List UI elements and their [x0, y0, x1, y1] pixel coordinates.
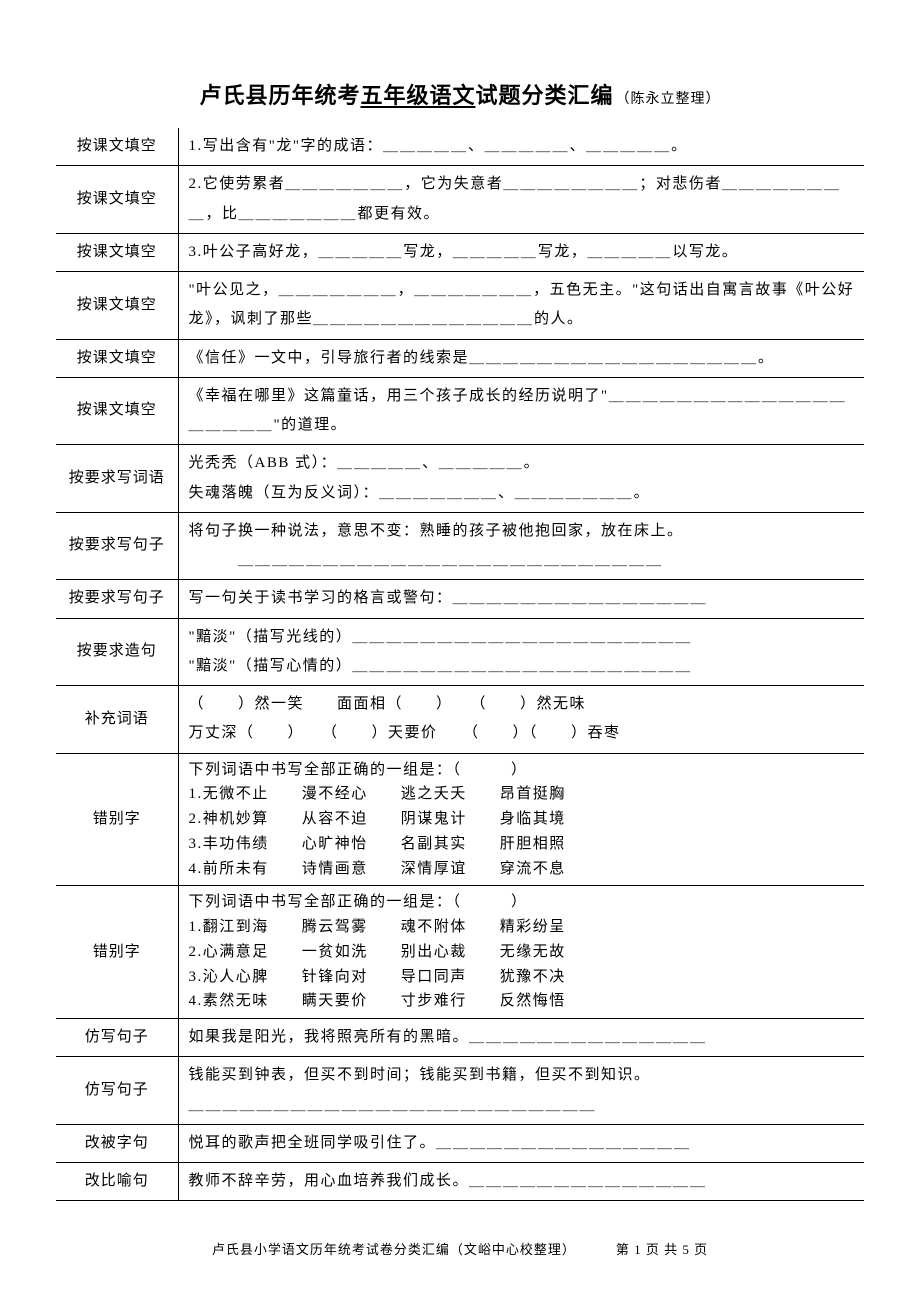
row-label: 按要求写词语: [56, 445, 178, 513]
table-row: 按课文填空 2.它使劳累者＿＿＿＿＿＿＿，它为失意者＿＿＿＿＿＿＿＿；对悲伤者＿…: [56, 166, 864, 234]
row-label: 按课文填空: [56, 166, 178, 234]
row-content: 下列词语中书写全部正确的一组是：（ ） 1.翻江到海 腾云驾雾 魂不附体 精彩纷…: [178, 886, 864, 1019]
row-label: 补充词语: [56, 686, 178, 754]
row-label: 错别字: [56, 753, 178, 886]
row-content: 光秃秃（ABB 式）：＿＿＿＿＿、＿＿＿＿＿。 失魂落魄（互为反义词）：＿＿＿＿…: [178, 445, 864, 513]
page-title: 卢氏县历年统考五年级语文试题分类汇编（陈永立整理）: [56, 78, 864, 110]
table-row: 按课文填空 "叶公见之，＿＿＿＿＿＿＿，＿＿＿＿＿＿＿，五色无主。"这句话出自寓…: [56, 272, 864, 340]
footer-right-prefix: 第: [616, 1242, 634, 1257]
row-content: 《信任》一文中，引导旅行者的线索是＿＿＿＿＿＿＿＿＿＿＿＿＿＿＿＿＿。: [178, 339, 864, 377]
footer-page-total: 5: [682, 1242, 690, 1257]
row-content: 教师不辞辛劳，用心血培养我们成长。＿＿＿＿＿＿＿＿＿＿＿＿＿＿: [178, 1163, 864, 1201]
footer-right-mid: 页 共: [642, 1242, 683, 1257]
table-row: 按要求写句子 将句子换一种说法，意思不变：熟睡的孩子被他抱回家，放在床上。 ＿＿…: [56, 512, 864, 580]
table-row: 错别字 下列词语中书写全部正确的一组是：（ ） 1.翻江到海 腾云驾雾 魂不附体…: [56, 886, 864, 1019]
table-row: 改被字句 悦耳的歌声把全班同学吸引住了。＿＿＿＿＿＿＿＿＿＿＿＿＿＿＿: [56, 1124, 864, 1162]
table-row: 按课文填空 3.叶公子高好龙，＿＿＿＿＿写龙，＿＿＿＿＿写龙，＿＿＿＿＿以写龙。: [56, 233, 864, 271]
table-row: 按课文填空 1.写出含有"龙"字的成语：＿＿＿＿＿、＿＿＿＿＿、＿＿＿＿＿。: [56, 128, 864, 166]
footer-left: 卢氏县小学语文历年统考试卷分类汇编（文峪中心校整理）: [212, 1242, 576, 1257]
row-label: 按课文填空: [56, 233, 178, 271]
table-row: 按要求写词语 光秃秃（ABB 式）：＿＿＿＿＿、＿＿＿＿＿。 失魂落魄（互为反义…: [56, 445, 864, 513]
row-content: 《幸福在哪里》这篇童话，用三个孩子成长的经历说明了"＿＿＿＿＿＿＿＿＿＿＿＿＿＿…: [178, 377, 864, 445]
title-underlined: 五年级语文: [360, 83, 475, 108]
row-content: （ ）然一笑 面面相（ ） （ ）然无味 万丈深（ ） （ ）天要价 （ ）（ …: [178, 686, 864, 754]
table-row: 仿写句子 如果我是阳光，我将照亮所有的黑暗。＿＿＿＿＿＿＿＿＿＿＿＿＿＿: [56, 1019, 864, 1057]
page-footer: 卢氏县小学语文历年统考试卷分类汇编（文峪中心校整理） 第 1 页 共 5 页: [56, 1239, 864, 1258]
row-label: 按要求写句子: [56, 512, 178, 580]
table-row: 按课文填空 《幸福在哪里》这篇童话，用三个孩子成长的经历说明了"＿＿＿＿＿＿＿＿…: [56, 377, 864, 445]
row-label: 按课文填空: [56, 377, 178, 445]
table-row: 按要求写句子 写一句关于读书学习的格言或警句：＿＿＿＿＿＿＿＿＿＿＿＿＿＿＿: [56, 580, 864, 618]
row-content: 如果我是阳光，我将照亮所有的黑暗。＿＿＿＿＿＿＿＿＿＿＿＿＿＿: [178, 1019, 864, 1057]
row-label: 改比喻句: [56, 1163, 178, 1201]
row-label: 按课文填空: [56, 272, 178, 340]
row-content: 1.写出含有"龙"字的成语：＿＿＿＿＿、＿＿＿＿＿、＿＿＿＿＿。: [178, 128, 864, 166]
row-content: "黯淡"（描写光线的）＿＿＿＿＿＿＿＿＿＿＿＿＿＿＿＿＿＿＿＿ "黯淡"（描写心…: [178, 618, 864, 686]
table-row: 错别字 下列词语中书写全部正确的一组是：（ ） 1.无微不止 漫不经心 逃之夭夭…: [56, 753, 864, 886]
row-label: 按课文填空: [56, 128, 178, 166]
row-content: 将句子换一种说法，意思不变：熟睡的孩子被他抱回家，放在床上。 ＿＿＿＿＿＿＿＿＿…: [178, 512, 864, 580]
row-content: 写一句关于读书学习的格言或警句：＿＿＿＿＿＿＿＿＿＿＿＿＿＿＿: [178, 580, 864, 618]
row-content: 3.叶公子高好龙，＿＿＿＿＿写龙，＿＿＿＿＿写龙，＿＿＿＿＿以写龙。: [178, 233, 864, 271]
footer-right-suffix: 页: [690, 1242, 708, 1257]
row-content: 钱能买到钟表，但买不到时间；钱能买到书籍，但买不到知识。 ＿＿＿＿＿＿＿＿＿＿＿…: [178, 1057, 864, 1125]
row-label: 错别字: [56, 886, 178, 1019]
footer-page-current: 1: [634, 1242, 642, 1257]
row-label: 仿写句子: [56, 1057, 178, 1125]
row-label: 仿写句子: [56, 1019, 178, 1057]
row-content: 下列词语中书写全部正确的一组是：（ ） 1.无微不止 漫不经心 逃之夭夭 昂首挺…: [178, 753, 864, 886]
table-row: 仿写句子 钱能买到钟表，但买不到时间；钱能买到书籍，但买不到知识。 ＿＿＿＿＿＿…: [56, 1057, 864, 1125]
question-table: 按课文填空 1.写出含有"龙"字的成语：＿＿＿＿＿、＿＿＿＿＿、＿＿＿＿＿。 按…: [56, 128, 864, 1201]
table-row: 按课文填空 《信任》一文中，引导旅行者的线索是＿＿＿＿＿＿＿＿＿＿＿＿＿＿＿＿＿…: [56, 339, 864, 377]
row-label: 按要求造句: [56, 618, 178, 686]
row-content: 悦耳的歌声把全班同学吸引住了。＿＿＿＿＿＿＿＿＿＿＿＿＿＿＿: [178, 1124, 864, 1162]
title-prefix: 卢氏县历年统考: [199, 83, 360, 108]
row-label: 按要求写句子: [56, 580, 178, 618]
table-row: 改比喻句 教师不辞辛劳，用心血培养我们成长。＿＿＿＿＿＿＿＿＿＿＿＿＿＿: [56, 1163, 864, 1201]
title-editor: （陈永立整理）: [616, 92, 721, 107]
table-row: 按要求造句 "黯淡"（描写光线的）＿＿＿＿＿＿＿＿＿＿＿＿＿＿＿＿＿＿＿＿ "黯…: [56, 618, 864, 686]
row-label: 改被字句: [56, 1124, 178, 1162]
row-content: "叶公见之，＿＿＿＿＿＿＿，＿＿＿＿＿＿＿，五色无主。"这句话出自寓言故事《叶公…: [178, 272, 864, 340]
row-content: 2.它使劳累者＿＿＿＿＿＿＿，它为失意者＿＿＿＿＿＿＿＿；对悲伤者＿＿＿＿＿＿＿…: [178, 166, 864, 234]
title-suffix: 试题分类汇编: [476, 83, 614, 108]
row-label: 按课文填空: [56, 339, 178, 377]
table-row: 补充词语 （ ）然一笑 面面相（ ） （ ）然无味 万丈深（ ） （ ）天要价 …: [56, 686, 864, 754]
